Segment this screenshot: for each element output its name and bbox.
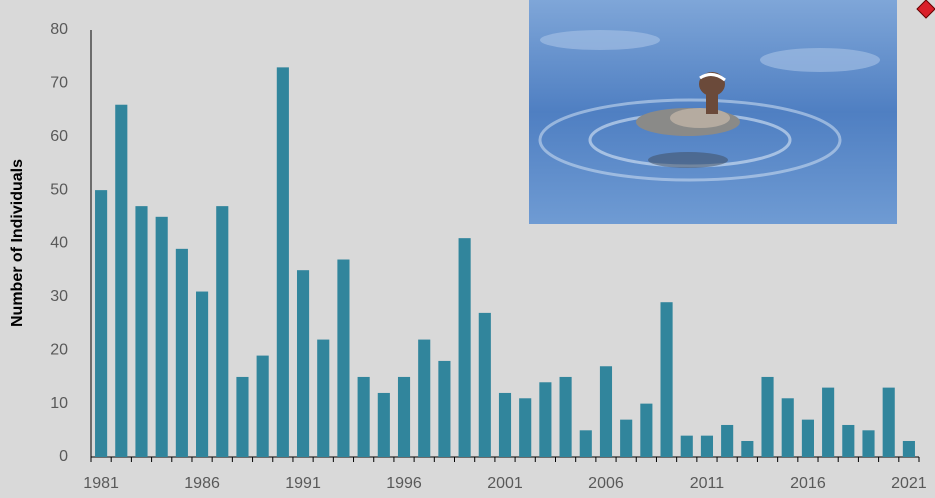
duck-head — [699, 72, 725, 96]
x-tick-label: 2006 — [588, 475, 624, 492]
ripple — [540, 30, 660, 50]
bar — [680, 435, 693, 457]
marker — [916, 0, 935, 19]
x-tick-label: 1996 — [386, 475, 422, 492]
bar — [115, 104, 128, 457]
x-tick-label: 2001 — [487, 475, 523, 492]
bar — [236, 376, 249, 457]
bar — [761, 376, 774, 457]
bar — [842, 424, 855, 457]
bar — [196, 291, 209, 457]
bar — [822, 387, 835, 457]
y-axis-title: Number of Individuals — [9, 159, 26, 327]
duck-reflection — [648, 152, 728, 168]
x-tick-label: 1986 — [184, 475, 220, 492]
duck-breast — [670, 108, 730, 128]
bar — [377, 392, 390, 457]
bar — [357, 376, 370, 457]
bar — [620, 419, 633, 457]
bar — [296, 270, 310, 457]
bar — [640, 403, 653, 457]
bar — [438, 360, 451, 457]
x-tick-label: 1981 — [83, 475, 119, 492]
bar — [95, 190, 108, 457]
bar — [276, 67, 289, 458]
bar — [579, 430, 592, 457]
bar — [599, 366, 613, 457]
bar — [418, 339, 431, 457]
bar — [397, 376, 411, 457]
bar — [498, 392, 512, 457]
bar — [700, 435, 714, 457]
bar — [519, 398, 532, 457]
bar — [902, 440, 915, 457]
bar — [781, 398, 794, 457]
y-tick-label: 70 — [50, 75, 68, 92]
ripple — [538, 98, 842, 182]
y-tick-label: 50 — [50, 181, 68, 198]
bar — [135, 206, 148, 457]
y-tick-label: 40 — [50, 235, 68, 252]
x-tick-label: 2016 — [790, 475, 826, 492]
y-tick-label: 10 — [50, 395, 68, 412]
bar — [559, 376, 572, 457]
y-tick-label: 20 — [50, 341, 68, 358]
bar — [862, 430, 875, 457]
bar — [660, 302, 673, 457]
x-tick-label: 2021 — [891, 475, 927, 492]
bar — [317, 339, 330, 457]
y-tick-label: 80 — [50, 21, 68, 38]
bar — [539, 382, 552, 457]
bar — [741, 440, 754, 457]
bar — [256, 355, 269, 457]
duck-neck — [706, 92, 718, 114]
x-tick-label: 1991 — [285, 475, 321, 492]
bar — [458, 238, 471, 457]
x-tick-label: 2011 — [690, 475, 725, 492]
bar — [175, 248, 188, 457]
y-tick-label: 0 — [59, 448, 68, 465]
y-tick-label: 60 — [50, 128, 68, 145]
bar — [801, 419, 814, 457]
bar — [721, 424, 734, 457]
y-tick-label: 30 — [50, 288, 68, 305]
bar — [155, 216, 168, 457]
bar — [478, 312, 491, 457]
bar — [216, 206, 229, 457]
ripple — [760, 48, 880, 72]
duck-stripe — [699, 73, 726, 82]
bar — [882, 387, 895, 457]
photo — [529, 0, 897, 224]
bar — [337, 259, 350, 457]
